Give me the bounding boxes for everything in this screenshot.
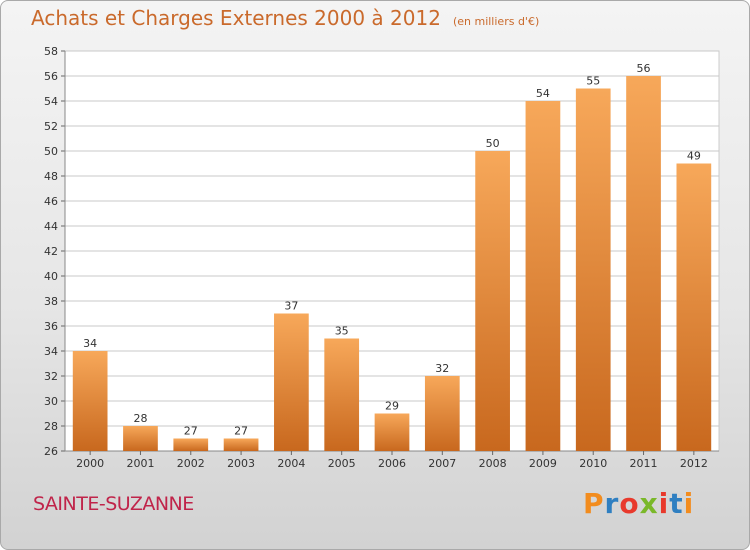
bar-2001 xyxy=(123,426,158,451)
data-label: 27 xyxy=(234,425,248,438)
y-tick-label: 42 xyxy=(44,245,58,258)
bar-2004 xyxy=(274,313,309,451)
x-tick-label: 2006 xyxy=(378,457,406,470)
data-label: 55 xyxy=(586,75,600,88)
bar-2010 xyxy=(575,88,611,451)
bar-2007 xyxy=(424,376,460,451)
data-label: 54 xyxy=(536,87,550,100)
y-tick-label: 44 xyxy=(44,220,58,233)
y-tick-label: 58 xyxy=(44,45,58,58)
y-tick-label: 52 xyxy=(44,120,58,133)
x-tick-label: 2005 xyxy=(328,457,356,470)
brand-logo: Proxiti xyxy=(583,487,694,520)
bar-2009 xyxy=(525,101,561,451)
x-tick-label: 2009 xyxy=(529,457,557,470)
y-tick-label: 56 xyxy=(44,70,58,83)
bar-2008 xyxy=(475,151,510,451)
data-label: 34 xyxy=(83,337,97,350)
y-tick-label: 34 xyxy=(44,345,58,358)
bar-2011 xyxy=(626,76,661,451)
data-label: 50 xyxy=(486,137,500,150)
y-tick-label: 48 xyxy=(44,170,58,183)
data-label: 32 xyxy=(435,362,449,375)
data-label: 29 xyxy=(385,400,399,413)
data-label: 35 xyxy=(335,325,349,338)
y-tick-label: 54 xyxy=(44,95,58,108)
bar-2006 xyxy=(374,413,410,451)
x-tick-label: 2001 xyxy=(126,457,154,470)
data-label: 49 xyxy=(687,150,701,163)
y-tick-label: 36 xyxy=(44,320,58,333)
data-label: 28 xyxy=(133,412,147,425)
x-tick-label: 2008 xyxy=(479,457,507,470)
brand-letter: i xyxy=(658,487,670,520)
data-label: 56 xyxy=(637,62,651,75)
commune-name: SAINTE-SUZANNE xyxy=(33,493,194,515)
bar-2005 xyxy=(324,338,360,451)
brand-letter: o xyxy=(619,487,640,520)
chart-unit: (en milliers d'€) xyxy=(452,15,540,28)
x-tick-label: 2002 xyxy=(177,457,205,470)
bar-2000 xyxy=(72,351,108,451)
y-tick-label: 26 xyxy=(44,445,58,458)
brand-letter: t xyxy=(669,487,684,520)
y-tick-label: 40 xyxy=(44,270,58,283)
bar-2002 xyxy=(173,438,209,451)
x-tick-label: 2004 xyxy=(277,457,305,470)
x-tick-label: 2000 xyxy=(76,457,104,470)
x-tick-label: 2012 xyxy=(680,457,708,470)
data-label: 27 xyxy=(184,425,198,438)
x-tick-label: 2007 xyxy=(428,457,456,470)
y-tick-label: 50 xyxy=(44,145,58,158)
x-tick-label: 2003 xyxy=(227,457,255,470)
chart-title: Achats et Charges Externes 2000 à 2012 (e… xyxy=(31,6,539,30)
y-tick-label: 30 xyxy=(44,395,58,408)
bar-2012 xyxy=(676,163,712,451)
x-tick-label: 2010 xyxy=(579,457,607,470)
y-tick-label: 46 xyxy=(44,195,58,208)
brand-letter: P xyxy=(583,487,605,520)
bar-2003 xyxy=(223,438,259,451)
y-tick-label: 28 xyxy=(44,420,58,433)
data-label: 37 xyxy=(284,300,298,313)
chart-title-text: Achats et Charges Externes 2000 à 2012 xyxy=(31,6,441,30)
brand-letter: i xyxy=(683,487,695,520)
brand-letter: r xyxy=(604,487,620,520)
y-tick-label: 38 xyxy=(44,295,58,308)
brand-letter: x xyxy=(639,487,659,520)
y-tick-label: 32 xyxy=(44,370,58,383)
x-tick-label: 2011 xyxy=(630,457,658,470)
